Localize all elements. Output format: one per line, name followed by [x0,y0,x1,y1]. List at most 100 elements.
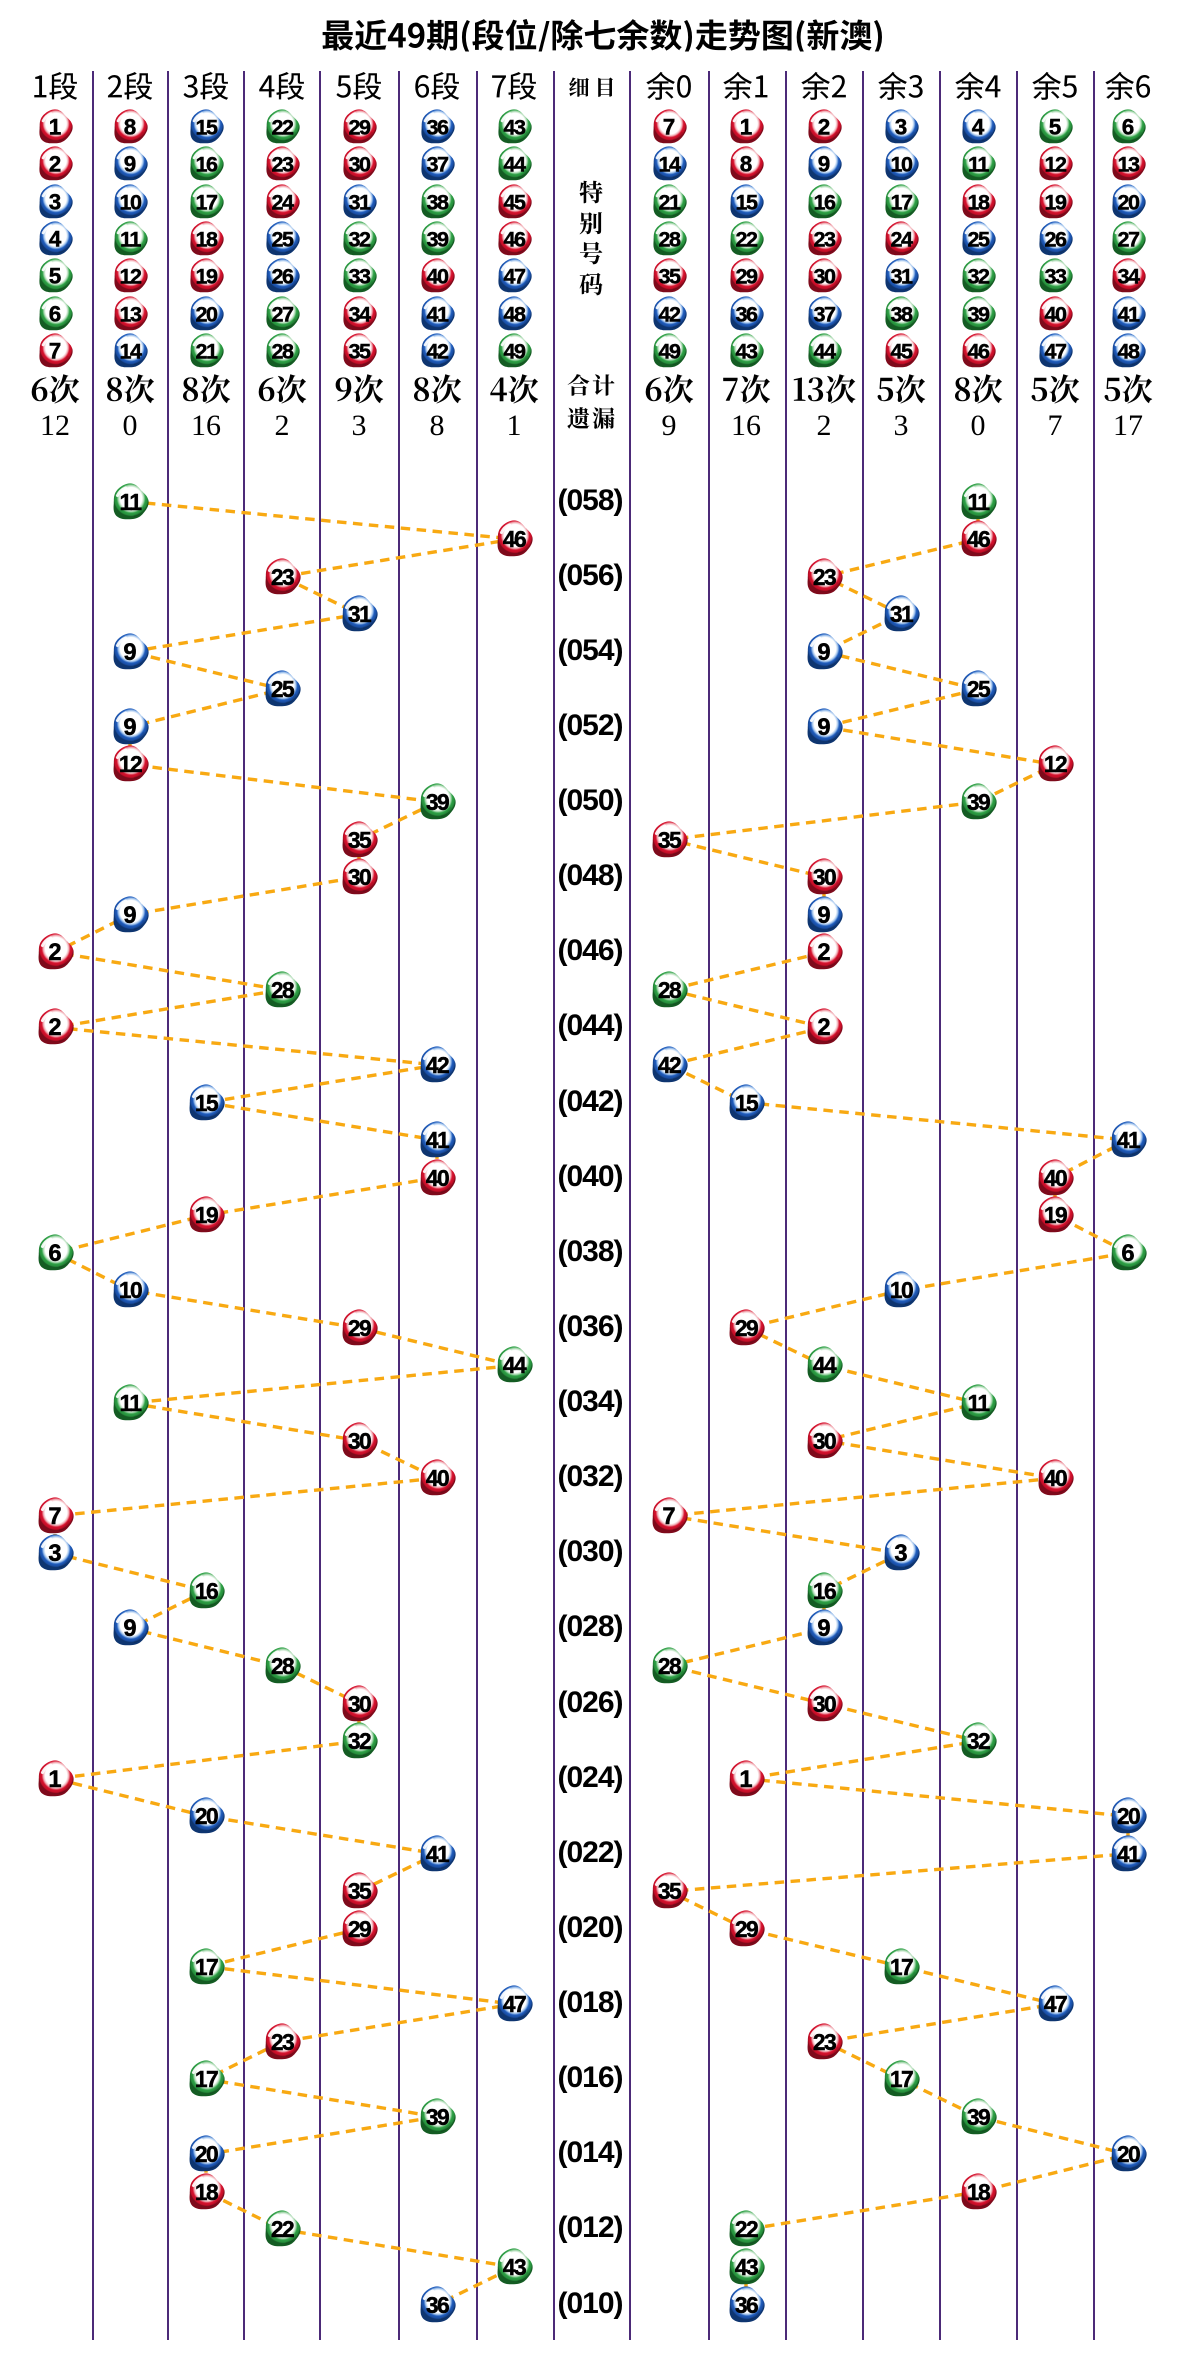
svg-text:30: 30 [813,1428,836,1454]
svg-text:27: 27 [1117,227,1140,252]
svg-text:28: 28 [658,1653,681,1679]
column-divider-lines [92,71,1095,2340]
chart-ball: 18 [959,2173,997,2211]
svg-text:32: 32 [348,1728,371,1754]
header-ball: 9 [112,146,148,182]
column-header [491,71,538,101]
chart-ball: 15 [727,1084,765,1122]
chart-ball: 2 [36,1008,74,1046]
miss-count-cell: 17 [1113,408,1143,442]
header-ball: 28 [264,333,300,369]
chart-ball: 18 [187,2173,225,2211]
column-header [1105,71,1152,101]
chart-ball: 41 [418,1121,456,1159]
svg-text:15: 15 [735,189,758,214]
chart-ball: 35 [340,821,378,859]
chart-ball: 42 [418,1046,456,1084]
svg-text:7: 7 [48,1503,61,1530]
chart-ball: 6 [1109,1234,1147,1272]
header-ball: 31 [883,258,919,294]
period-label: (022) [557,1835,623,1869]
header-ball: 18 [188,221,224,257]
svg-text:40: 40 [1044,1165,1067,1191]
header-ball: 43 [728,333,764,369]
svg-text:11: 11 [119,1390,142,1416]
svg-text:17: 17 [890,189,913,214]
svg-text:5: 5 [1049,115,1062,140]
chart-ball: 39 [418,2098,456,2136]
period-label: (042) [557,1084,623,1118]
svg-text:22: 22 [271,115,294,140]
svg-text:10: 10 [890,152,913,177]
miss-count-cell: 2 [816,408,832,442]
svg-text:19: 19 [195,1202,218,1228]
chart-ball: 20 [187,2135,225,2173]
column-header [723,71,770,101]
svg-text:26: 26 [1044,227,1067,252]
chart-ball: 32 [340,1722,378,1760]
chart-ball: 32 [959,1722,997,1760]
period-label: (056) [557,558,623,592]
svg-text:12: 12 [119,752,142,778]
chart-ball: 20 [1109,2135,1147,2173]
svg-text:29: 29 [348,115,371,140]
svg-text:30: 30 [813,264,836,289]
svg-text:35: 35 [348,339,371,364]
chart-ball: 40 [1036,1459,1074,1497]
column-header [107,71,154,101]
total-count-cell [721,374,771,405]
svg-text:36: 36 [426,2292,449,2318]
svg-text:18: 18 [967,189,990,214]
svg-text:20: 20 [1117,189,1140,214]
svg-text:20: 20 [195,1803,218,1829]
total-row-label [567,374,615,397]
chart-ball: 17 [882,1948,920,1986]
header-ball: 2 [37,146,73,182]
chart-ball: 3 [882,1534,920,1572]
svg-text:19: 19 [195,264,218,289]
svg-text:21: 21 [195,339,218,364]
chart-ball: 12 [1036,745,1074,783]
svg-text:41: 41 [426,1841,450,1867]
header-ball: 17 [883,184,919,220]
svg-text:39: 39 [967,789,990,815]
svg-text:14: 14 [658,152,681,177]
page-title [321,19,885,52]
chart-ball: 9 [805,708,843,746]
chart-ball: 11 [959,483,997,521]
header-ball: 20 [188,296,224,332]
header-ball: 3 [883,109,919,145]
header-ball: 34 [1110,258,1146,294]
svg-text:25: 25 [271,676,295,702]
svg-text:35: 35 [658,264,681,289]
svg-text:6: 6 [1122,115,1135,140]
svg-text:43: 43 [735,2254,758,2280]
header-ball: 32 [960,258,996,294]
header-ball: 6 [37,296,73,332]
svg-text:39: 39 [426,227,449,252]
svg-text:4: 4 [49,227,62,252]
svg-text:45: 45 [503,189,526,214]
header-ball: 40 [419,258,455,294]
svg-text:49: 49 [503,339,526,364]
svg-text:36: 36 [735,2292,758,2318]
chart-ball: 46 [959,520,997,558]
header-ball: 42 [419,333,455,369]
period-label: (050) [557,784,623,818]
period-label: (044) [557,1009,623,1043]
header-ball: 7 [37,333,73,369]
chart-ball: 3 [36,1534,74,1572]
svg-text:46: 46 [967,526,990,552]
chart-ball: 6 [36,1234,74,1272]
chart-ball: 9 [111,1609,149,1647]
chart-ball: 44 [495,1346,533,1384]
chart-ball: 23 [805,2023,843,2061]
svg-text:28: 28 [271,1653,294,1679]
chart-ball: 46 [495,520,533,558]
period-label: (032) [557,1460,623,1494]
period-label: (030) [557,1535,623,1569]
chart-ball: 22 [263,2210,301,2248]
svg-text:17: 17 [890,1954,913,1980]
chart-ball: 36 [727,2286,765,2324]
